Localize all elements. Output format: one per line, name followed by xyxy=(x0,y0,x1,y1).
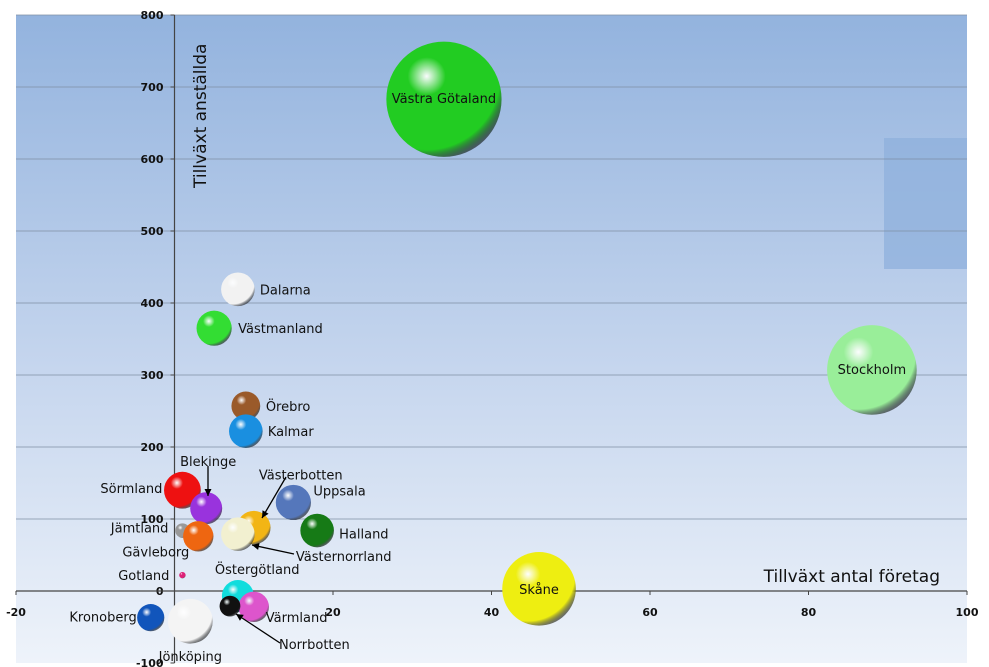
bubble-vastmanland xyxy=(196,310,232,346)
y-tick-label: 800 xyxy=(141,9,164,22)
data-label-stockholm: Stockholm xyxy=(838,363,906,378)
y-tick-label: 500 xyxy=(141,225,164,238)
bubble-vasternorrland xyxy=(221,517,255,551)
bubble-orebro xyxy=(231,391,261,421)
data-label-kronoberg: Kronoberg xyxy=(69,611,136,626)
bubble-halland xyxy=(300,513,334,548)
data-label-dalarna: Dalarna xyxy=(260,283,311,298)
y-tick-label: 600 xyxy=(141,153,164,166)
x-tick-label: 20 xyxy=(325,606,341,619)
bubble-kalmar xyxy=(229,414,263,448)
bubble-jonkoping xyxy=(167,598,213,644)
x-tick-label: 40 xyxy=(484,606,500,619)
data-label-vastra-gotaland: Västra Götaland xyxy=(392,92,496,107)
y-tick-label: 300 xyxy=(141,369,164,382)
data-label-uppsala: Uppsala xyxy=(313,484,365,499)
data-label-jamtland: Jämtland xyxy=(110,522,169,537)
leader-arrowhead-blekinge xyxy=(204,489,212,496)
y-tick-label: -100 xyxy=(136,657,164,667)
data-label-blekinge: Blekinge xyxy=(180,455,236,470)
data-label-halland: Halland xyxy=(339,528,388,543)
data-label-norrbotten: Norrbotten xyxy=(279,638,350,653)
y-tick-label: 100 xyxy=(141,513,164,526)
bubble-gavleborg xyxy=(183,521,214,552)
data-label-gotland: Gotland xyxy=(118,569,169,584)
x-tick-label: -20 xyxy=(6,606,26,619)
data-label-gavleborg: Gävleborg xyxy=(122,545,189,560)
data-label-skane: Skåne xyxy=(519,583,559,598)
bubble-sormland xyxy=(164,471,201,509)
y-tick-label: 200 xyxy=(141,441,164,454)
x-tick-label: 100 xyxy=(956,606,979,619)
bubble-dalarna xyxy=(221,272,255,307)
bubble-vastra-gotaland xyxy=(386,41,502,157)
x-axis-title: Tillväxt antal företag xyxy=(763,567,940,587)
y-tick-label: 700 xyxy=(141,81,164,94)
leader-line-norrbotten xyxy=(235,613,281,644)
data-label-jonkoping: Jönköping xyxy=(158,650,222,665)
data-label-vasterbotten: Västerbotten xyxy=(259,469,343,484)
bubble-stockholm xyxy=(827,325,917,415)
data-label-vastmanland: Västmanland xyxy=(238,322,323,337)
data-label-orebro: Örebro xyxy=(266,398,311,415)
data-label-sormland: Sörmland xyxy=(100,482,162,497)
y-axis-title: Tillväxt anställda xyxy=(191,44,211,189)
y-tick-label: 400 xyxy=(141,297,164,310)
bubble-norrbotten xyxy=(219,595,241,617)
bubble-kronoberg xyxy=(137,604,165,632)
data-label-kalmar: Kalmar xyxy=(268,425,315,440)
data-label-vasternorrland: Västernorrland xyxy=(296,550,392,565)
data-label-varmland: Värmland xyxy=(266,611,328,626)
leader-arrowhead-vasternorrland xyxy=(252,543,260,550)
leader-arrowhead-vasterbotten xyxy=(262,510,269,518)
bubble-skane xyxy=(502,552,576,626)
bubble-uppsala xyxy=(275,484,311,521)
leader-arrowhead-norrbotten xyxy=(236,614,244,621)
x-tick-label: 80 xyxy=(801,606,817,619)
x-tick-label: 60 xyxy=(642,606,658,619)
bubble-blekinge xyxy=(190,492,223,525)
leader-line-vasternorrland xyxy=(251,544,295,555)
leader-line-vasterbotten xyxy=(261,476,287,519)
legend-box xyxy=(884,138,967,269)
bubble-varmland xyxy=(238,591,269,623)
data-label-ostergotland: Östergötland xyxy=(215,561,300,578)
bubble-gotland xyxy=(179,571,186,579)
